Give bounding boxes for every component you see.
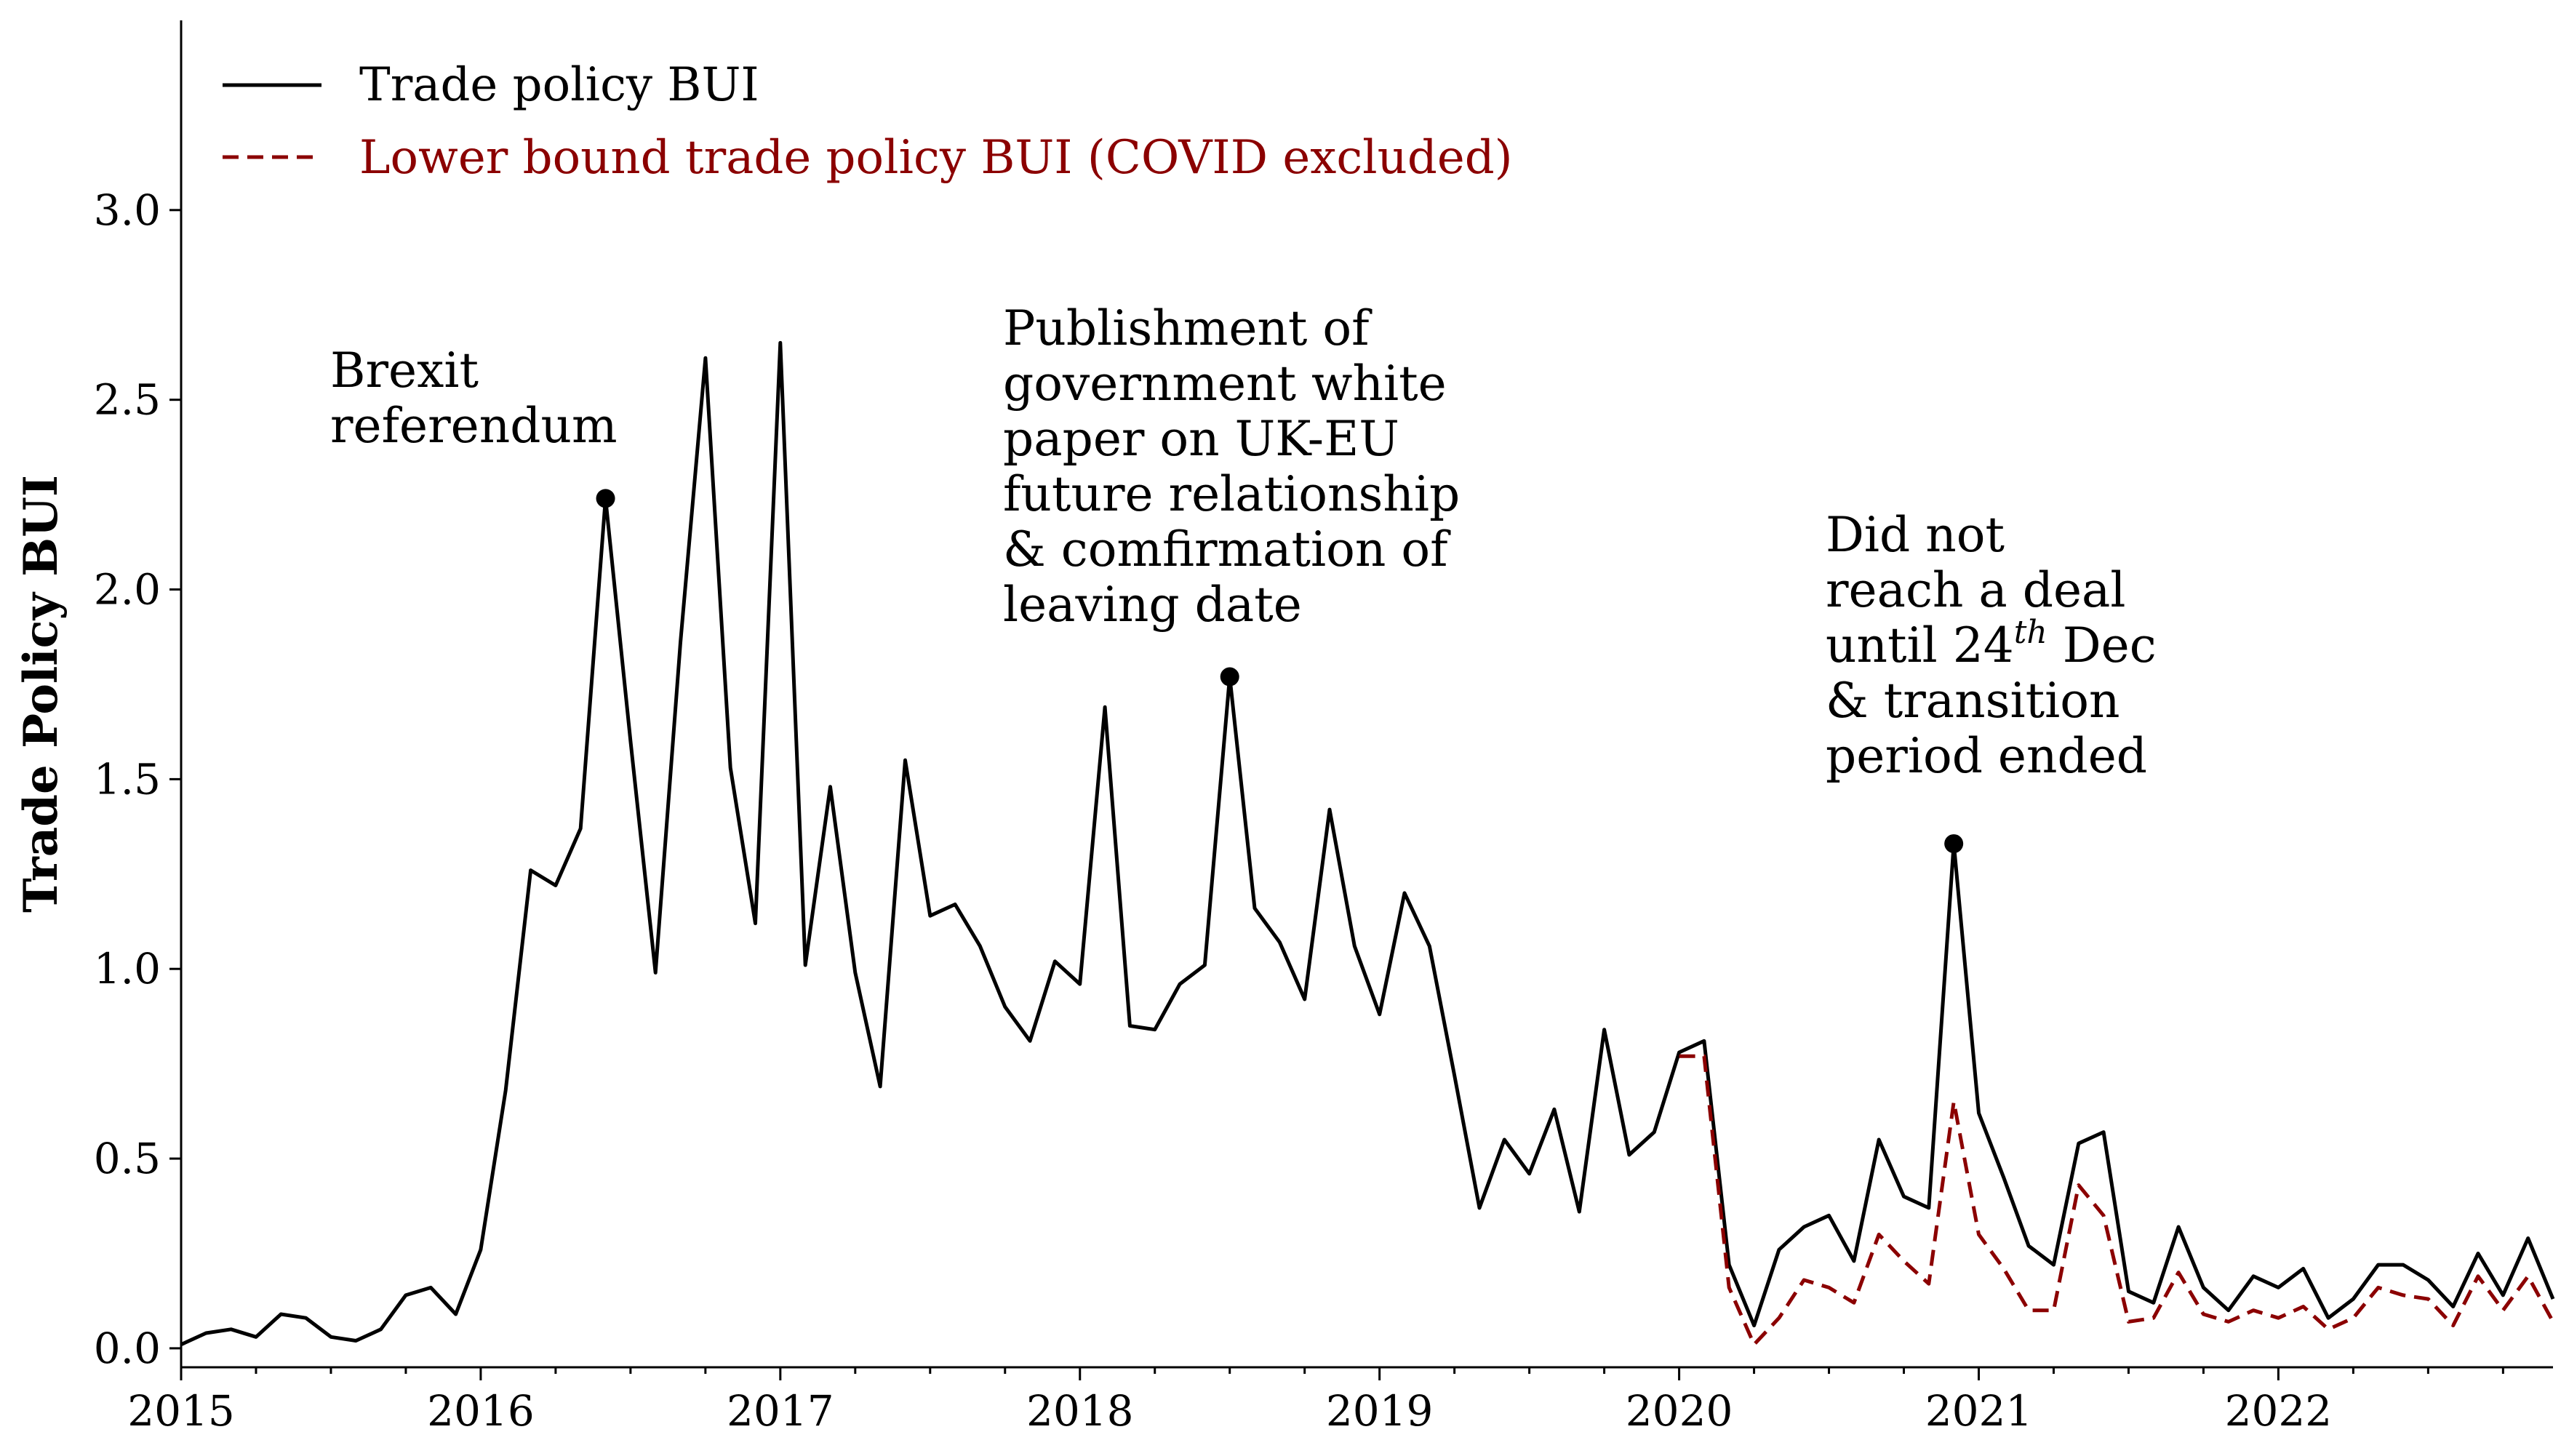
x-ticks: 2015 2016 2017 2018 2019 2020 2021 2022 bbox=[127, 1367, 2504, 1436]
y-axis-label: Trade Policy BUI bbox=[14, 475, 68, 913]
y-tick-label: 1.0 bbox=[94, 944, 161, 993]
highlight-marker bbox=[596, 489, 615, 508]
y-ticks: 0.0 0.5 1.0 1.5 2.0 2.5 3.0 bbox=[94, 185, 181, 1373]
x-tick-label: 2015 bbox=[127, 1386, 235, 1436]
marker-layer bbox=[596, 489, 1964, 854]
x-tick-label: 2019 bbox=[1326, 1386, 1434, 1436]
y-tick-label: 0.0 bbox=[94, 1324, 161, 1373]
y-tick-label: 2.5 bbox=[94, 375, 161, 425]
x-tick-label: 2018 bbox=[1026, 1386, 1134, 1436]
series-line-trade-policy-bui bbox=[180, 340, 2555, 1346]
annotation-brexit: Brexit referendum bbox=[330, 343, 618, 454]
series-layer bbox=[180, 340, 2555, 1347]
annotation-white-paper: Publishment of government white paper on… bbox=[1003, 300, 1475, 633]
y-tick-label: 2.0 bbox=[94, 565, 161, 615]
highlight-marker bbox=[1944, 834, 1964, 854]
y-tick-label: 1.5 bbox=[94, 754, 161, 804]
x-tick-label: 2016 bbox=[427, 1386, 535, 1436]
x-tick-label: 2021 bbox=[1925, 1386, 2033, 1436]
x-tick-label: 2020 bbox=[1626, 1386, 1733, 1436]
x-tick-label: 2017 bbox=[727, 1386, 834, 1436]
x-tick-label: 2022 bbox=[2225, 1386, 2333, 1436]
annotation-no-deal: Did not reach a deal until 24th Dec & tr… bbox=[1826, 507, 2172, 784]
series-line-lower-bound bbox=[1679, 1054, 2555, 1347]
y-tick-label: 3.0 bbox=[94, 185, 161, 235]
legend: Trade policy BUI Lower bound trade polic… bbox=[223, 58, 1513, 185]
y-tick-label: 0.5 bbox=[94, 1134, 161, 1183]
highlight-marker bbox=[1220, 667, 1239, 687]
legend-label-trade-policy-bui: Trade policy BUI bbox=[359, 58, 759, 112]
legend-label-lower-bound: Lower bound trade policy BUI (COVID excl… bbox=[359, 131, 1513, 185]
